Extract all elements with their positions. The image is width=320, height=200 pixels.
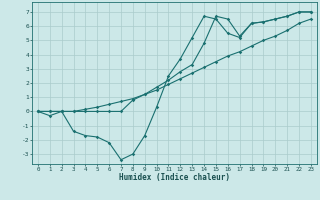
X-axis label: Humidex (Indice chaleur): Humidex (Indice chaleur) [119, 173, 230, 182]
